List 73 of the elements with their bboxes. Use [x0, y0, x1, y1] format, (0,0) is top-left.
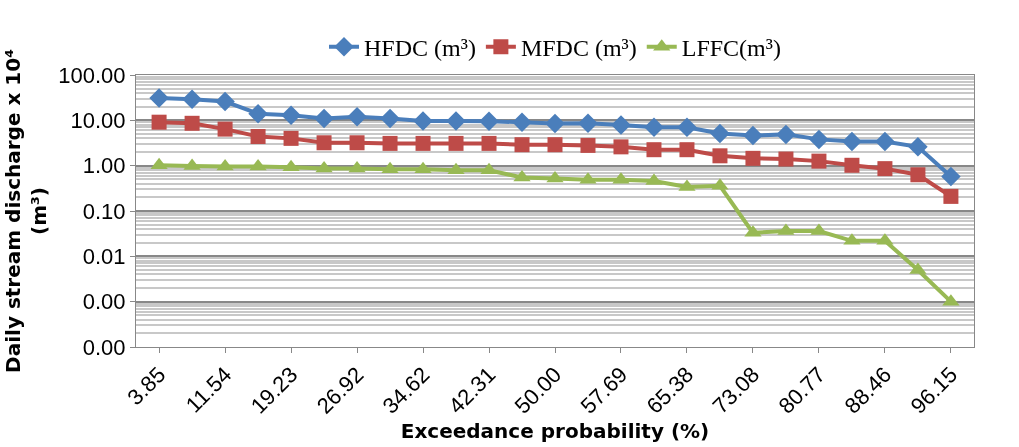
point	[448, 135, 464, 151]
legend-label: HFDC (m³)	[364, 35, 476, 62]
legend-label: MFDC (m³)	[520, 35, 637, 62]
point	[281, 105, 301, 125]
point	[480, 162, 498, 175]
point	[217, 121, 233, 137]
y-tick-label: 100.00	[58, 62, 126, 88]
point	[547, 137, 563, 153]
point	[644, 117, 664, 138]
point	[382, 135, 398, 151]
point	[580, 137, 596, 153]
x-axis-title: Exceedance probability (%)	[400, 418, 710, 443]
point	[250, 129, 266, 144]
point	[182, 89, 202, 110]
point	[809, 129, 829, 150]
point	[283, 130, 299, 146]
y-tick-label: 0.00	[82, 289, 126, 315]
point	[314, 108, 334, 129]
point	[646, 142, 662, 158]
point	[414, 161, 432, 174]
point	[248, 103, 268, 124]
point	[315, 160, 333, 173]
point	[613, 139, 629, 155]
point	[316, 135, 332, 151]
point	[710, 123, 730, 144]
point	[512, 112, 532, 132]
point	[811, 153, 827, 169]
point	[413, 111, 433, 131]
y-tick-label: 0.01	[82, 244, 126, 270]
y-tick-label: 1.00	[82, 153, 126, 179]
point	[844, 157, 860, 173]
point	[513, 169, 531, 182]
point	[479, 111, 499, 132]
point	[745, 150, 761, 166]
point	[778, 151, 794, 167]
point	[875, 131, 895, 152]
point	[184, 115, 200, 131]
point	[216, 158, 234, 171]
point	[446, 111, 466, 131]
point	[151, 114, 167, 130]
point	[348, 160, 366, 173]
point	[910, 167, 926, 183]
point	[381, 161, 399, 174]
point	[941, 166, 961, 187]
point	[149, 88, 169, 108]
point	[349, 135, 365, 151]
point	[215, 91, 235, 112]
y-tick-label: 0.00	[82, 334, 126, 360]
y-tick-label: 10.00	[70, 108, 126, 134]
y-axis-title: Daily stream discharge x 10⁴ (m³)	[0, 49, 51, 373]
point	[677, 117, 697, 138]
point	[447, 162, 465, 175]
point	[347, 106, 367, 127]
point	[282, 159, 300, 172]
point	[842, 131, 862, 152]
point	[249, 158, 267, 171]
y-tick-label: 0.10	[82, 198, 126, 224]
legend-label: LFFC(m³)	[681, 35, 781, 62]
point	[415, 135, 431, 151]
point	[380, 108, 400, 129]
point	[877, 161, 893, 177]
point	[943, 188, 959, 204]
point	[545, 113, 565, 134]
point	[481, 135, 497, 151]
point	[611, 115, 631, 135]
point	[679, 142, 695, 158]
point	[908, 137, 928, 157]
point	[743, 125, 763, 146]
point	[776, 124, 796, 145]
point	[578, 113, 598, 134]
point	[514, 137, 530, 153]
point	[150, 157, 168, 170]
point	[712, 148, 728, 164]
